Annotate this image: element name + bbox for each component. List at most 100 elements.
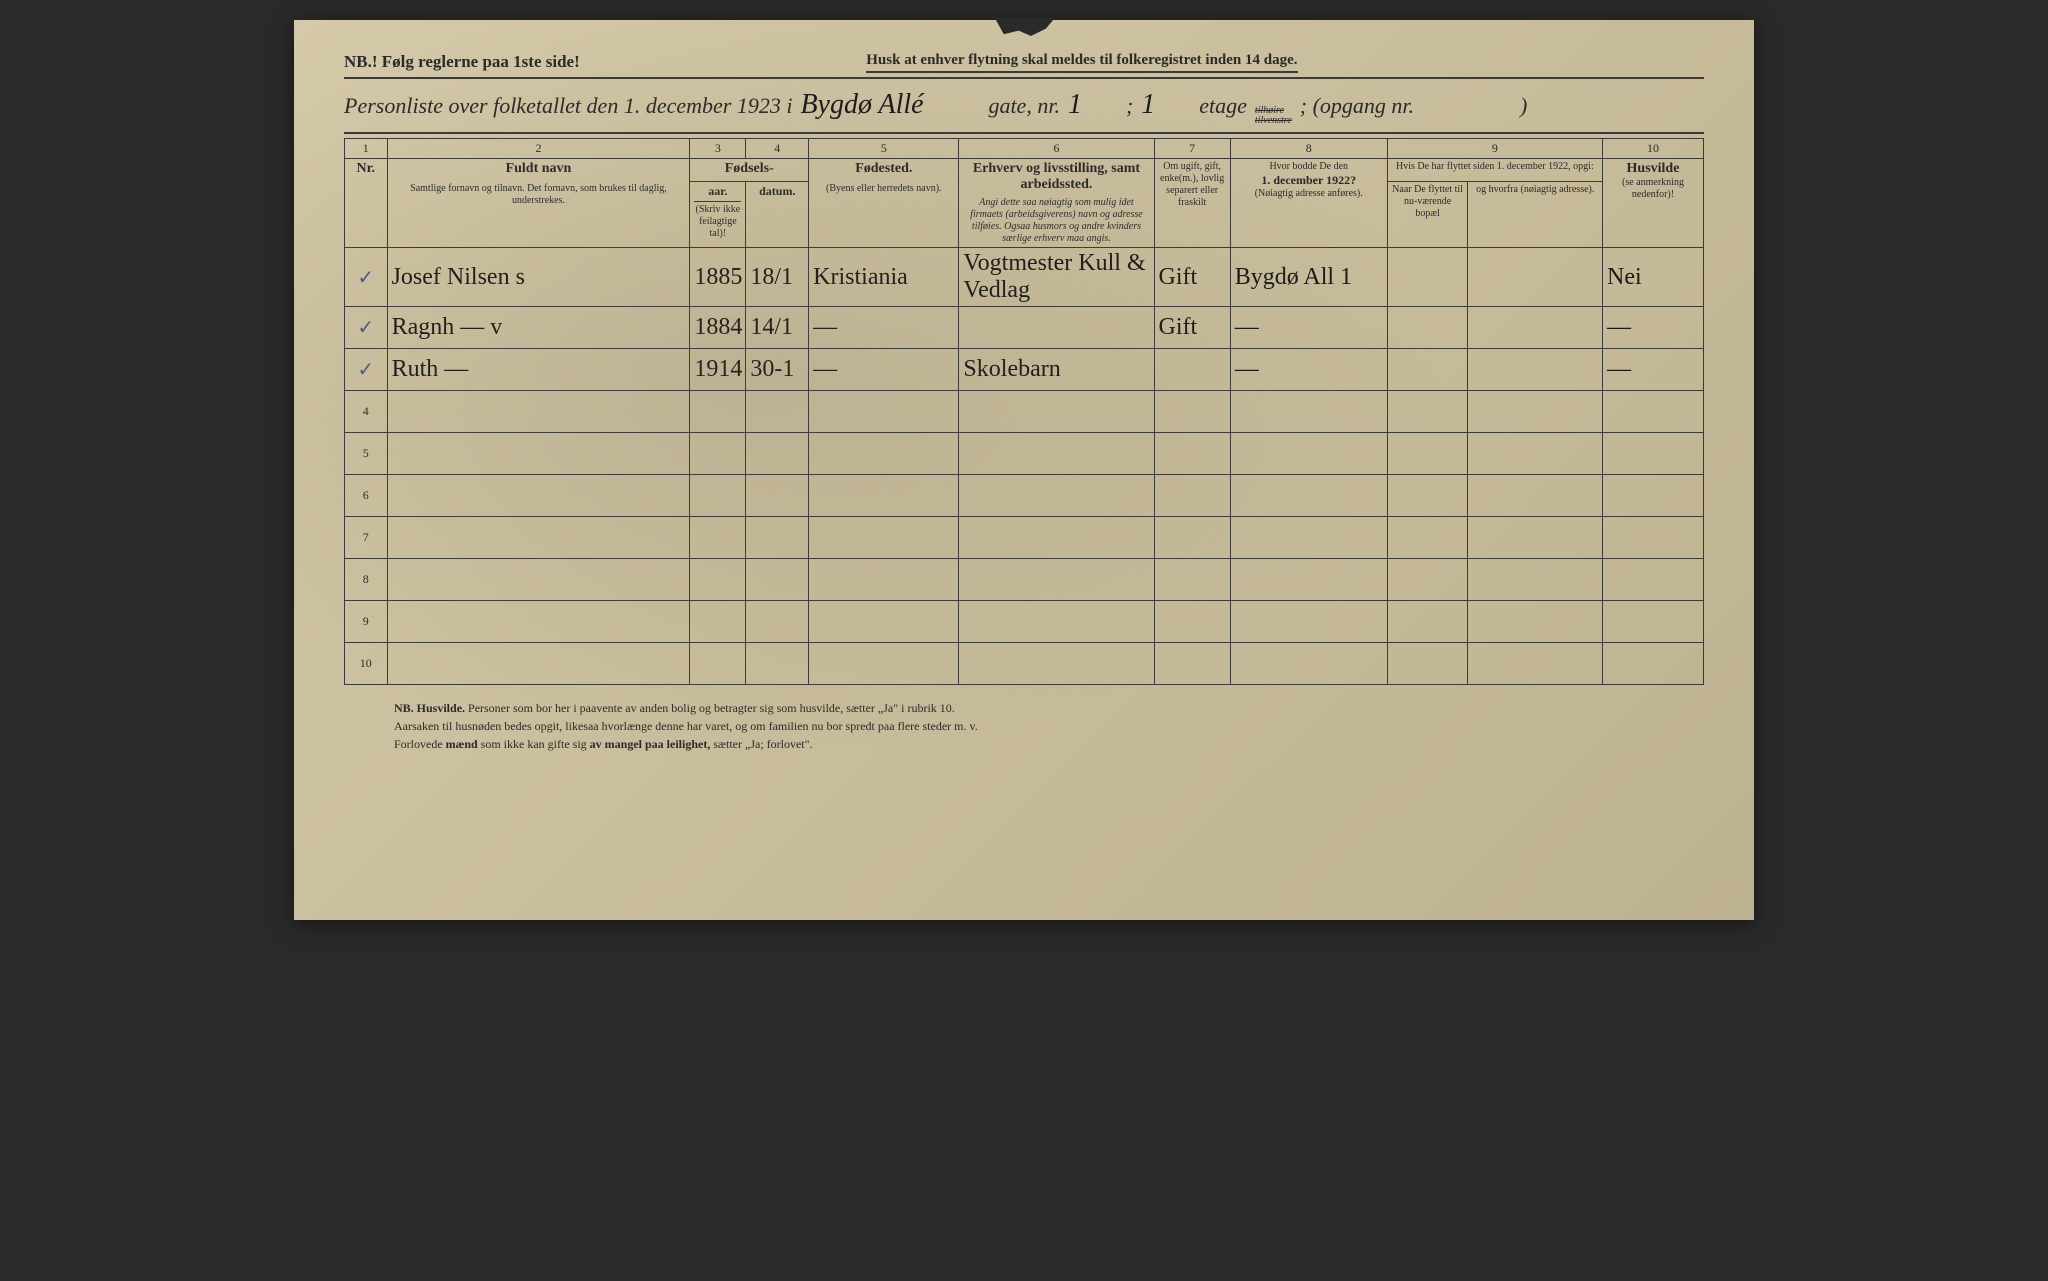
foot-l3c: som ikke kan gifte sig [478,737,590,751]
cell-fodested: — [809,307,959,349]
cell-nr: 7 [345,517,388,559]
hdr-hvorfra: og hvorfra (nøiagtig adresse). [1468,181,1603,247]
cell-gift [1154,517,1230,559]
table-row: 10 [345,643,1704,685]
cell-erhverv: Skolebarn [959,349,1154,391]
cell-aar [690,601,746,643]
cell-aar [690,475,746,517]
colnum-8: 8 [1230,139,1387,159]
cell-datum [746,475,809,517]
cell-gift [1154,391,1230,433]
cell-husvilde [1602,433,1703,475]
cell-aar [690,643,746,685]
cell-gift [1154,433,1230,475]
cell-gift [1154,601,1230,643]
cell-aar: 1885 [690,248,746,307]
hdr-erhverv: Erhverv og livsstilling, samt arbeidsste… [959,159,1154,248]
top-instructions: NB.! Følg reglerne paa 1ste side! Husk a… [344,52,1704,79]
foot-l3e: sætter „Ja; forlovet". [710,737,812,751]
hdr-fodsels: Fødsels- [690,159,809,182]
cell-hvorfra [1468,643,1603,685]
cell-gift [1154,559,1230,601]
hdr-datum: datum. [746,181,809,247]
hdr-fodested: Fødested. (Byens eller herredets navn). [809,159,959,248]
etage-nr: 1 [1141,89,1191,122]
title-prefix: Personliste over folketallet den 1. dece… [344,93,792,119]
table-header: 1 2 3 4 5 6 7 8 9 10 Nr. Fuldt navn Samt… [345,139,1704,248]
cell-navn [387,517,690,559]
cell-nr: 9 [345,601,388,643]
table-row: 5 [345,433,1704,475]
cell-datum: 14/1 [746,307,809,349]
cell-erhverv [959,307,1154,349]
cell-gift [1154,643,1230,685]
cell-nr: ✓ [345,349,388,391]
close-paren: ) [1520,93,1527,119]
cell-bodde [1230,433,1387,475]
cell-nr: 5 [345,433,388,475]
cell-navn: Ruth — [387,349,690,391]
colnum-3: 3 [690,139,746,159]
cell-erhverv [959,391,1154,433]
cell-erhverv [959,643,1154,685]
hdr-flyttet: Hvis De har flyttet siden 1. december 19… [1387,159,1602,182]
cell-datum [746,601,809,643]
cell-bodde: — [1230,349,1387,391]
foot-nb: NB. Husvilde. [394,701,465,715]
colnum-5: 5 [809,139,959,159]
cell-navn [387,601,690,643]
cell-aar: 1914 [690,349,746,391]
colnum-4: 4 [746,139,809,159]
cell-nr: 8 [345,559,388,601]
foot-l1: Personer som bor her i paavente av anden… [465,701,955,715]
cell-naar [1387,349,1468,391]
cell-husvilde: — [1602,349,1703,391]
cell-naar [1387,559,1468,601]
cell-erhverv [959,475,1154,517]
foot-l3d: av mangel paa leilighet, [590,737,711,751]
cell-naar [1387,391,1468,433]
cell-hvorfra [1468,559,1603,601]
cell-fodested [809,391,959,433]
cell-navn [387,643,690,685]
cell-naar [1387,307,1468,349]
cell-naar [1387,433,1468,475]
cell-hvorfra [1468,248,1603,307]
cell-aar [690,517,746,559]
cell-fodested [809,475,959,517]
colnum-1: 1 [345,139,388,159]
nb-left: NB.! Følg reglerne paa 1ste side! [344,52,580,73]
paper-tear [995,18,1055,36]
cell-gift [1154,349,1230,391]
cell-husvilde [1602,643,1703,685]
colnum-9: 9 [1387,139,1602,159]
table-row: ✓Ragnh — v188414/1—Gift—— [345,307,1704,349]
cell-navn: Josef Nilsen s [387,248,690,307]
cell-nr: 6 [345,475,388,517]
cell-navn: Ragnh — v [387,307,690,349]
cell-husvilde: — [1602,307,1703,349]
hdr-aar: aar. (Skriv ikke feilagtige tal)! [690,181,746,247]
foot-l3a: Forlovede [394,737,446,751]
cell-hvorfra [1468,307,1603,349]
census-table: 1 2 3 4 5 6 7 8 9 10 Nr. Fuldt navn Samt… [344,138,1704,685]
cell-nr: ✓ [345,248,388,307]
hdr-bodde: Hvor bodde De den 1. december 1922? (Nøi… [1230,159,1387,248]
cell-naar [1387,475,1468,517]
cell-aar [690,559,746,601]
title-line: Personliste over folketallet den 1. dece… [344,89,1704,134]
cell-erhverv [959,601,1154,643]
cell-aar: 1884 [690,307,746,349]
cell-bodde [1230,391,1387,433]
cell-fodested [809,433,959,475]
cell-husvilde: Nei [1602,248,1703,307]
cell-fodested [809,601,959,643]
foot-l2: Aarsaken til husnøden bedes opgit, likes… [394,717,1704,735]
cell-bodde [1230,475,1387,517]
semi: ; [1126,93,1133,119]
cell-gift: Gift [1154,307,1230,349]
table-row: ✓Ruth —191430-1—Skolebarn—— [345,349,1704,391]
cell-fodested [809,517,959,559]
opgang-blank [1422,112,1512,113]
cell-datum [746,559,809,601]
